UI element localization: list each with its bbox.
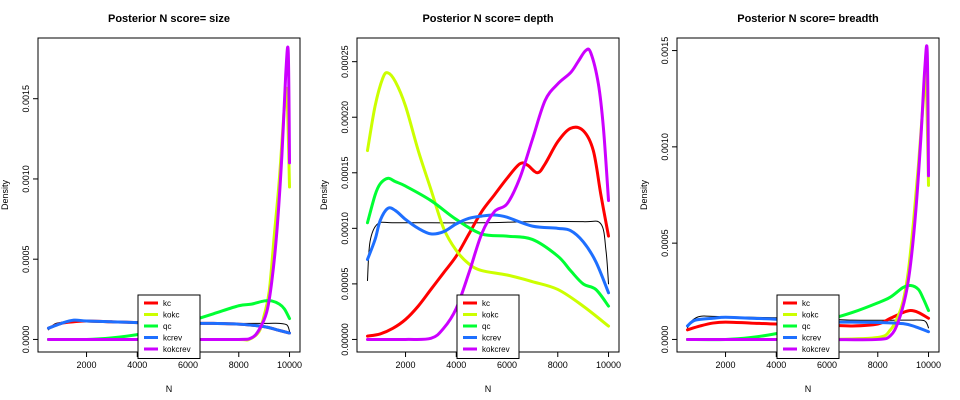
legend-label: kokcrev (802, 345, 830, 354)
x-axis-label: N (166, 384, 173, 394)
series-line-prior (366, 220, 610, 285)
chart-title: Posterior N score= depth (422, 13, 553, 25)
chart-panel-3: Posterior N score= breadth 2000 4000 6000 80… (639, 13, 941, 394)
legend: kc kokc qc kcrev kokcrev (137, 294, 201, 359)
y-tick-label: 0.00000 (340, 323, 350, 356)
y-tick-label: 0.0010 (21, 165, 31, 193)
x-tick-label: 8000 (548, 360, 568, 370)
y-tick-label: 0.00015 (340, 157, 350, 190)
y-tick-label: 0.00025 (340, 45, 350, 78)
series-line-qc (365, 176, 611, 308)
x-tick-label: 10000 (596, 360, 621, 370)
y-tick-label: 0.00010 (340, 212, 350, 245)
legend-label: qc (802, 322, 810, 331)
y-axis-label: Density (639, 179, 649, 210)
legend-label: kcrev (163, 334, 182, 343)
y-tick-label: 0.0015 (21, 85, 31, 113)
chart-title: Posterior N score= breadth (737, 13, 879, 25)
legend: kc kokc qc kcrev kokcrev (456, 294, 520, 359)
y-tick-label: 0.00005 (340, 268, 350, 301)
x-tick-label: 2000 (396, 360, 416, 370)
x-tick-label: 10000 (916, 360, 941, 370)
x-tick-label: 10000 (277, 360, 302, 370)
chart-title: Posterior N score= size (108, 13, 230, 25)
legend-label: kokc (482, 311, 498, 320)
x-tick-label: 2000 (77, 360, 97, 370)
x-tick-label: 4000 (127, 360, 147, 370)
y-axis-label: Density (0, 179, 10, 210)
x-tick-label: 4000 (446, 360, 466, 370)
legend-label: kc (163, 299, 171, 308)
series-line-kokcrev (365, 47, 611, 342)
legend-label: kcrev (802, 334, 821, 343)
legend-label: qc (482, 322, 490, 331)
y-tick-label: 0.0010 (660, 133, 670, 161)
y-tick-label: 0.0005 (21, 245, 31, 273)
x-tick-label: 6000 (178, 360, 198, 370)
y-tick-label: 0.0005 (660, 229, 670, 257)
series-line-kc (365, 125, 611, 338)
y-tick-label: 0.0015 (660, 37, 670, 65)
series-line-kokc (365, 71, 611, 328)
y-tick-label: 0.0000 (21, 326, 31, 354)
series-line-kcrev (365, 206, 611, 295)
y-axis-label: Density (319, 179, 329, 210)
legend-label: kokcrev (482, 345, 510, 354)
y-tick-label: 0.00020 (340, 101, 350, 134)
legend-label: qc (163, 322, 171, 331)
legend: kc kokc qc kcrev kokcrev (776, 294, 840, 359)
legend-label: kokc (163, 311, 179, 320)
legend-label: kcrev (482, 334, 501, 343)
x-tick-label: 8000 (229, 360, 249, 370)
legend-label: kokcrev (163, 345, 191, 354)
x-tick-label: 6000 (817, 360, 837, 370)
x-tick-label: 6000 (497, 360, 517, 370)
x-tick-label: 8000 (868, 360, 888, 370)
legend-label: kokc (802, 311, 818, 320)
x-tick-label: 2000 (716, 360, 736, 370)
y-tick-label: 0.0000 (660, 326, 670, 354)
chart-panel-1: Posterior N score= size 2000 4000 6000 8000 1… (0, 13, 302, 394)
legend-label: kc (482, 299, 490, 308)
x-axis-label: N (805, 384, 812, 394)
chart-panel-2: Posterior N score= depth 2000 4000 6000 8000… (319, 13, 621, 394)
legend-label: kc (802, 299, 810, 308)
series-line-qc (685, 283, 931, 342)
series-line-qc (46, 299, 292, 342)
x-tick-label: 4000 (766, 360, 786, 370)
x-axis-label: N (485, 384, 492, 394)
